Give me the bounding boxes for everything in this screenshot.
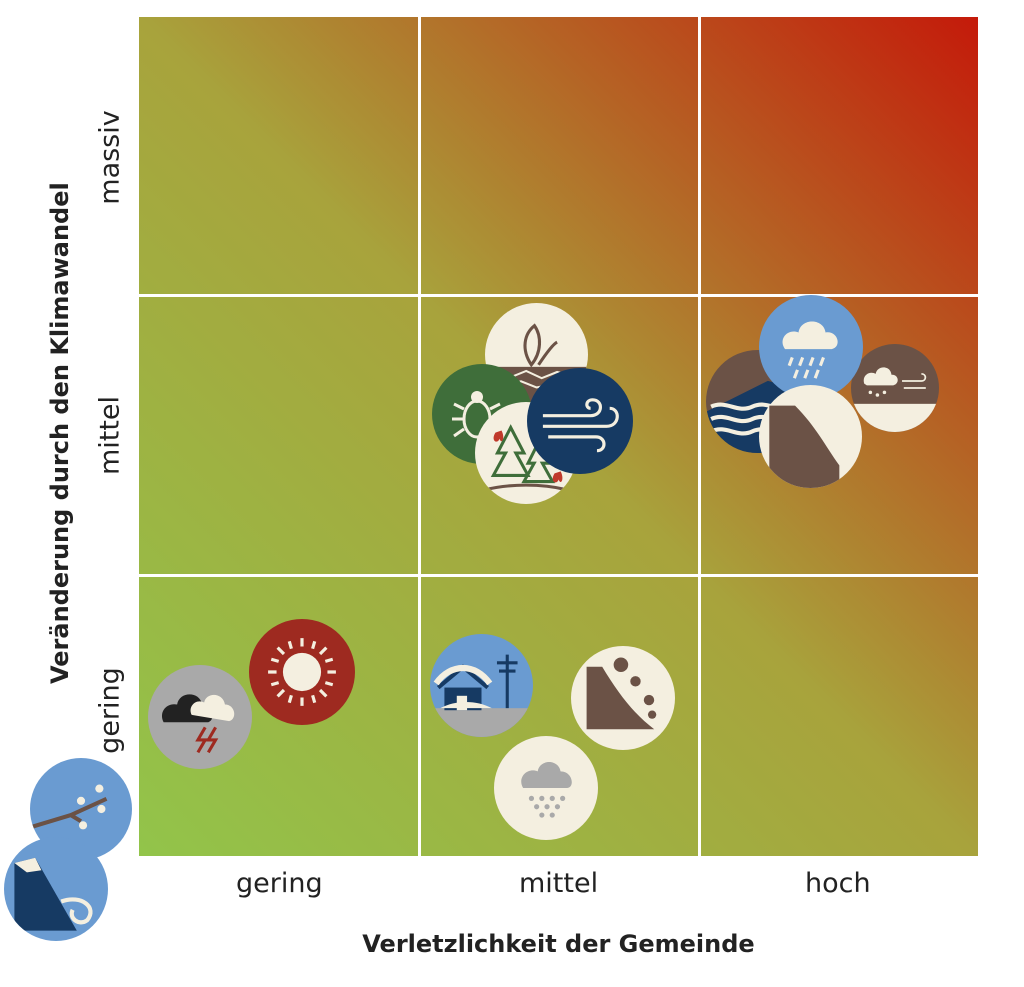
hail-storm-icon xyxy=(851,344,939,432)
grid-line-v1 xyxy=(418,17,421,856)
snowfall-icon xyxy=(494,736,598,840)
y-axis-title: Veränderung durch den Klimawandel xyxy=(46,182,74,684)
rockfall-icon xyxy=(571,646,675,750)
x-tick-mittel: mittel xyxy=(519,868,599,899)
x-tick-hoch: hoch xyxy=(805,868,871,899)
y-tick-massiv: massiv xyxy=(94,110,126,205)
x-axis-title: Verletzlichkeit der Gemeinde xyxy=(362,930,755,958)
grid-line-h1 xyxy=(139,294,978,297)
thunderstorm-icon xyxy=(148,665,252,769)
y-tick-mittel: mittel xyxy=(94,395,126,476)
grid-line-h2 xyxy=(139,574,978,577)
x-tick-gering: gering xyxy=(236,868,323,899)
heavy-rain-icon xyxy=(759,295,863,399)
grid-line-v2 xyxy=(698,17,701,856)
snow-load-icon xyxy=(430,634,533,737)
landslide-icon xyxy=(759,385,862,488)
y-tick-gering: gering xyxy=(94,667,126,754)
avalanche-icon xyxy=(4,837,108,941)
heat-icon xyxy=(249,619,355,725)
storm-wind-icon xyxy=(527,368,633,474)
